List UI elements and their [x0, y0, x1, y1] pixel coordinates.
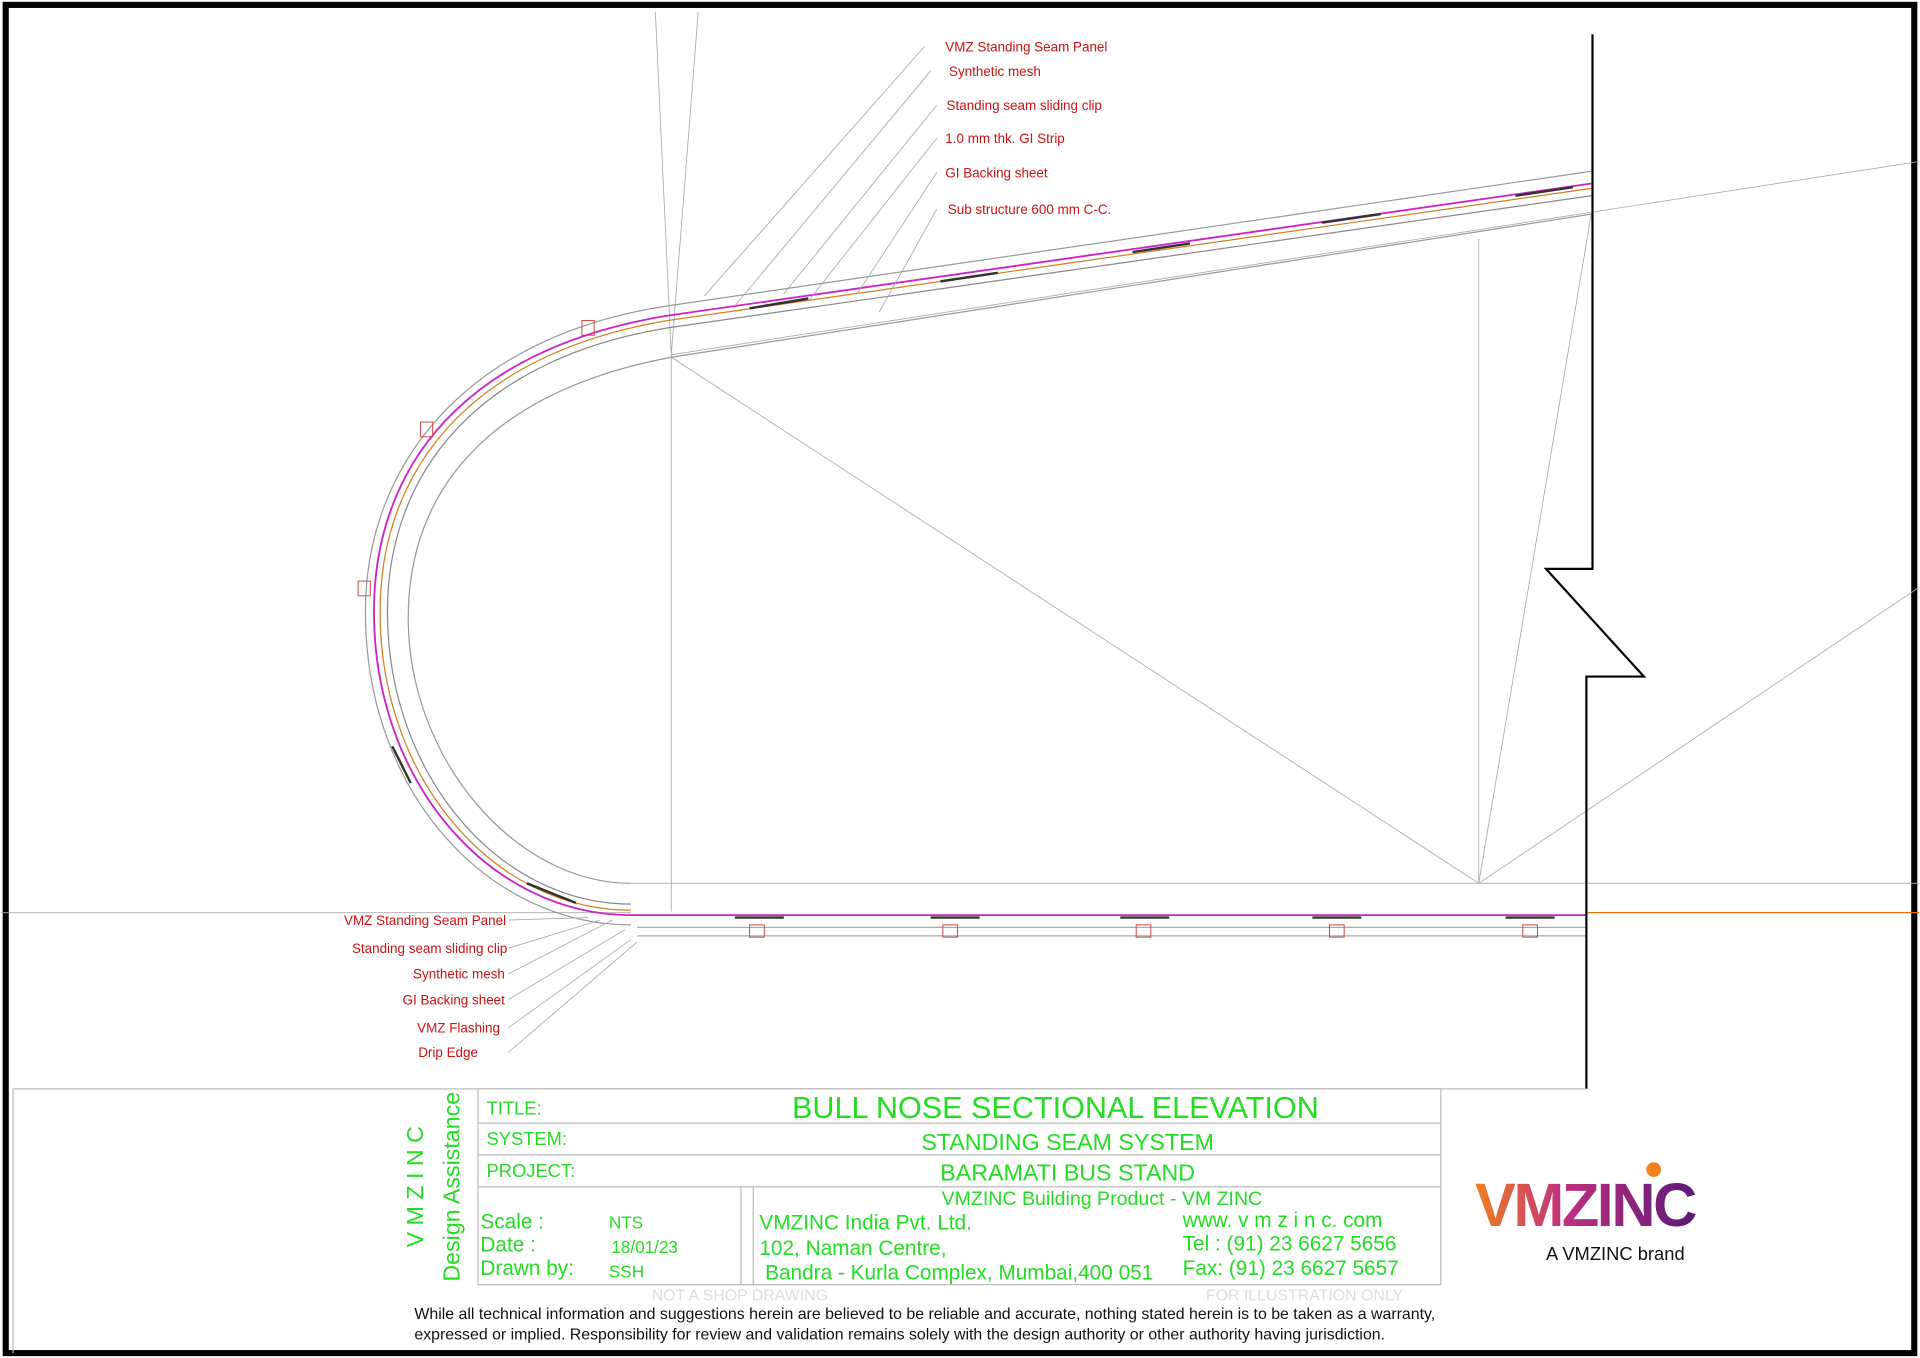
logo-tagline: A VMZINC brand — [1546, 1243, 1685, 1264]
logo-name: VMZINC — [1475, 1171, 1696, 1239]
contact-line: www. v m z i n c. com — [1182, 1209, 1383, 1232]
label: TITLE: — [487, 1098, 542, 1119]
callout-label: GI Backing sheet — [945, 165, 1048, 180]
label: PROJECT: — [487, 1160, 576, 1181]
title-block — [12, 1088, 1587, 1354]
callout-label: VMZ Flashing — [417, 1021, 500, 1036]
label: Drawn by: — [480, 1257, 574, 1280]
watermark: FOR ILLUSTRATION ONLY — [1206, 1287, 1404, 1304]
disclaimer: While all technical information and sugg… — [414, 1306, 1435, 1323]
project: BARAMATI BUS STAND — [940, 1160, 1195, 1186]
title: BULL NOSE SECTIONAL ELEVATION — [792, 1091, 1319, 1125]
value: SSH — [609, 1262, 644, 1281]
company-header: VMZINC Building Product - VM ZINC — [942, 1188, 1263, 1210]
logo: VMZINC A VMZINC brand — [1475, 1162, 1699, 1264]
side-text: V M Z I N C — [402, 1126, 428, 1247]
label: Scale : — [480, 1210, 544, 1233]
callout-label: Standing seam sliding clip — [947, 98, 1102, 113]
callout-label: Standing seam sliding clip — [352, 941, 507, 956]
address-line: Bandra - Kurla Complex, Mumbai,400 051 — [759, 1262, 1153, 1285]
side-text: Design Assistance — [439, 1092, 465, 1282]
callout-label: 1.0 mm thk. GI Strip — [945, 131, 1064, 146]
logo-dot — [1646, 1162, 1662, 1177]
callout-label: VMZ Standing Seam Panel — [344, 913, 506, 928]
drawing — [0, 12, 1920, 1089]
callout-label: Sub structure 600 mm C-C. — [948, 202, 1112, 217]
label: Date : — [480, 1234, 535, 1257]
address-line: 102, Naman Centre, — [759, 1237, 946, 1260]
disclaimer: expressed or implied. Responsibility for… — [414, 1327, 1385, 1344]
value: NTS — [609, 1213, 643, 1232]
callout-label: Synthetic mesh — [949, 64, 1041, 79]
value: 18/01/23 — [611, 1238, 678, 1257]
contact-line: Fax: (91) 23 6627 5657 — [1183, 1257, 1399, 1280]
system: STANDING SEAM SYSTEM — [921, 1129, 1214, 1155]
contact-line: Tel : (91) 23 6627 5656 — [1183, 1232, 1397, 1255]
callout-label: VMZ Standing Seam Panel — [945, 39, 1107, 54]
address-line: VMZINC India Pvt. Ltd. — [759, 1212, 972, 1235]
callouts: VMZ Standing Seam Panel Standing seam sli… — [344, 913, 507, 1060]
callouts: VMZ Standing Seam Panel Synthetic mesh Sta… — [945, 39, 1111, 217]
label: SYSTEM: — [487, 1128, 568, 1149]
watermark: NOT A SHOP DRAWING — [652, 1287, 828, 1304]
callout-label: Drip Edge — [418, 1045, 478, 1060]
title-texts: V M Z I N C Design Assistance TITLE: BUL… — [402, 1091, 1404, 1304]
callout-label: Synthetic mesh — [413, 967, 505, 982]
callout-label: GI Backing sheet — [403, 992, 506, 1007]
